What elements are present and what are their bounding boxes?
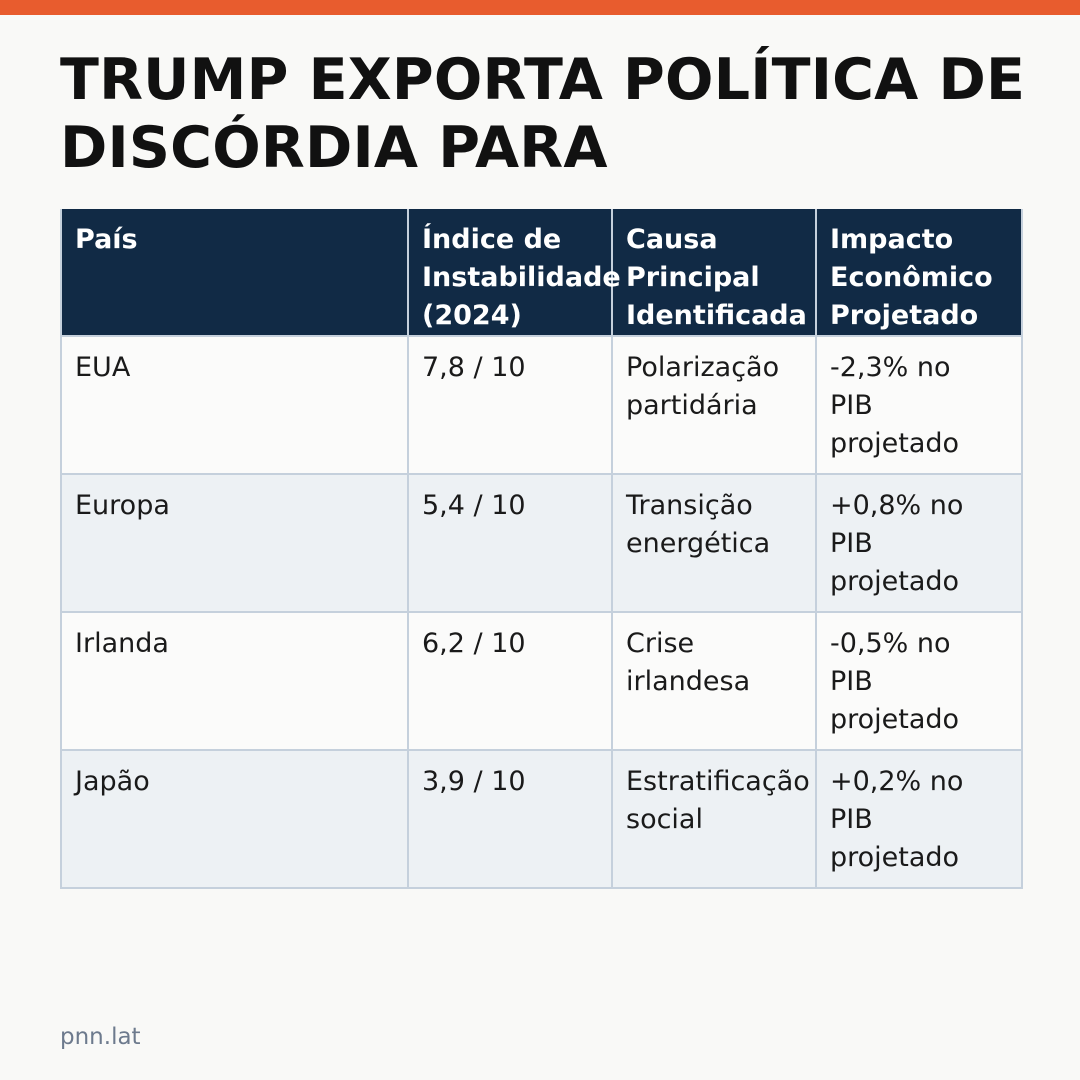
cell-line: Crise xyxy=(626,628,695,659)
data-table: País Índice de Instabilidade (2024) Causa P… xyxy=(60,209,1023,889)
cell-line: projetado xyxy=(830,428,960,459)
cell-country: Irlanda xyxy=(60,611,409,751)
cell-line: PIB xyxy=(830,528,873,559)
cell-line: Irlanda xyxy=(75,628,169,659)
header-line: Principal xyxy=(626,262,760,293)
header-line: Econômico xyxy=(830,262,993,293)
cell-line: EUA xyxy=(75,352,131,383)
cell-line: PIB xyxy=(830,666,873,697)
cell-cause: Polarização partidária xyxy=(611,335,817,475)
cell-cause: Estratificação social xyxy=(611,749,817,889)
cell-impact: +0,2% no PIB projetado xyxy=(815,749,1023,889)
cell-line: energética xyxy=(626,528,771,559)
cell-line: Japão xyxy=(75,766,150,797)
cell-line: +0,2% no xyxy=(830,766,964,797)
header-economic-impact: Impacto Econômico Projetado xyxy=(815,209,1023,336)
cell-line: PIB xyxy=(830,804,873,835)
cell-line: Europa xyxy=(75,490,170,521)
header-country: País xyxy=(60,209,409,336)
cell-line: 6,2 / 10 xyxy=(422,628,526,659)
cell-line: -0,5% no xyxy=(830,628,951,659)
cell-line: -2,3% no xyxy=(830,352,951,383)
cell-line: 5,4 / 10 xyxy=(422,490,526,521)
header-line: Projetado xyxy=(830,300,979,331)
cell-country: Europa xyxy=(60,473,409,613)
cell-line: +0,8% no xyxy=(830,490,964,521)
table-row: Irlanda 6,2 / 10 Crise irlandesa -0,5% no… xyxy=(60,611,1023,751)
cell-index: 5,4 / 10 xyxy=(407,473,613,613)
footer-source: pnn.lat xyxy=(60,1024,141,1050)
cell-line: social xyxy=(626,804,703,835)
cell-cause: Crise irlandesa xyxy=(611,611,817,751)
cell-line: 3,9 / 10 xyxy=(422,766,526,797)
cell-country: EUA xyxy=(60,335,409,475)
top-accent-bar xyxy=(0,0,1080,15)
header-instability-index: Índice de Instabilidade (2024) xyxy=(407,209,621,336)
cell-line: Transição xyxy=(626,490,753,521)
table-header-row: País Índice de Instabilidade (2024) Causa P… xyxy=(60,209,1023,336)
cell-impact: -0,5% no PIB projetado xyxy=(815,611,1023,751)
header-line: (2024) xyxy=(422,300,522,331)
cell-line: projetado xyxy=(830,566,960,597)
cell-impact: +0,8% no PIB projetado xyxy=(815,473,1023,613)
cell-line: projetado xyxy=(830,842,960,873)
cell-impact: -2,3% no PIB projetado xyxy=(815,335,1023,475)
header-line: Impacto xyxy=(830,224,954,255)
cell-index: 3,9 / 10 xyxy=(407,749,613,889)
table-row: EUA 7,8 / 10 Polarização partidária -2,3%… xyxy=(60,335,1023,475)
cell-line: PIB xyxy=(830,390,873,421)
cell-line: partidária xyxy=(626,390,758,421)
cell-line: projetado xyxy=(830,704,960,735)
cell-index: 6,2 / 10 xyxy=(407,611,613,751)
header-line: País xyxy=(75,224,138,255)
cell-cause: Transição energética xyxy=(611,473,817,613)
header-line: Causa xyxy=(626,224,718,255)
table-row: Japão 3,9 / 10 Estratificação social +0,2… xyxy=(60,749,1023,889)
table-row: Europa 5,4 / 10 Transição energética +0,8… xyxy=(60,473,1023,613)
header-line: Identificada xyxy=(626,300,807,331)
header-line: Instabilidade xyxy=(422,262,621,293)
header-line: Índice de xyxy=(422,224,562,255)
title-line: TRUMP EXPORTA POLÍTICA DE xyxy=(60,47,1026,113)
cell-country: Japão xyxy=(60,749,409,889)
cell-index: 7,8 / 10 xyxy=(407,335,613,475)
header-main-cause: Causa Principal Identificada xyxy=(611,209,817,336)
cell-line: irlandesa xyxy=(626,666,751,697)
cell-line: Polarização xyxy=(626,352,780,383)
page-title: TRUMP EXPORTA POLÍTICA DE DISCÓRDIA PARA xyxy=(60,46,1040,182)
title-line: DISCÓRDIA PARA xyxy=(60,115,608,181)
cell-line: 7,8 / 10 xyxy=(422,352,526,383)
cell-line: Estratificação xyxy=(626,766,810,797)
